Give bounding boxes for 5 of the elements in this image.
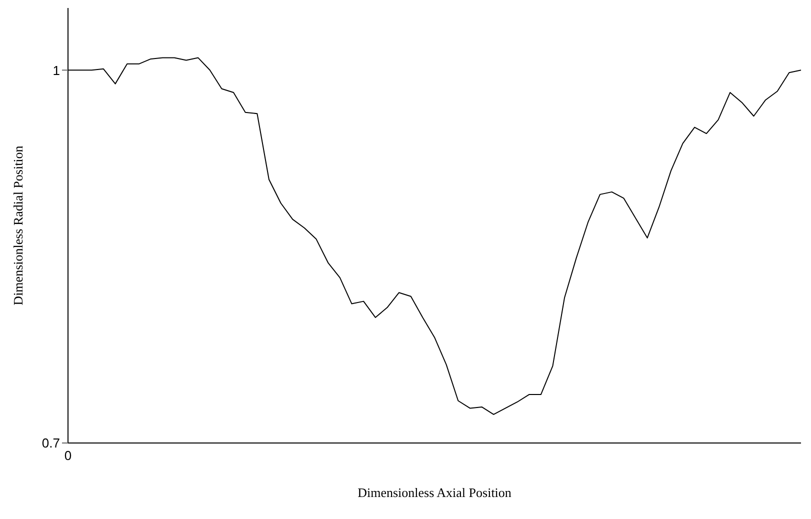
y-tick-label: 1 [52, 62, 60, 78]
y-axis-title: Dimensionless Radial Position [10, 145, 26, 306]
x-axis-title: Dimensionless Axial Position [358, 485, 512, 500]
y-tick-label: 0.7 [42, 436, 60, 451]
x-tick-label: 0 [64, 448, 72, 464]
